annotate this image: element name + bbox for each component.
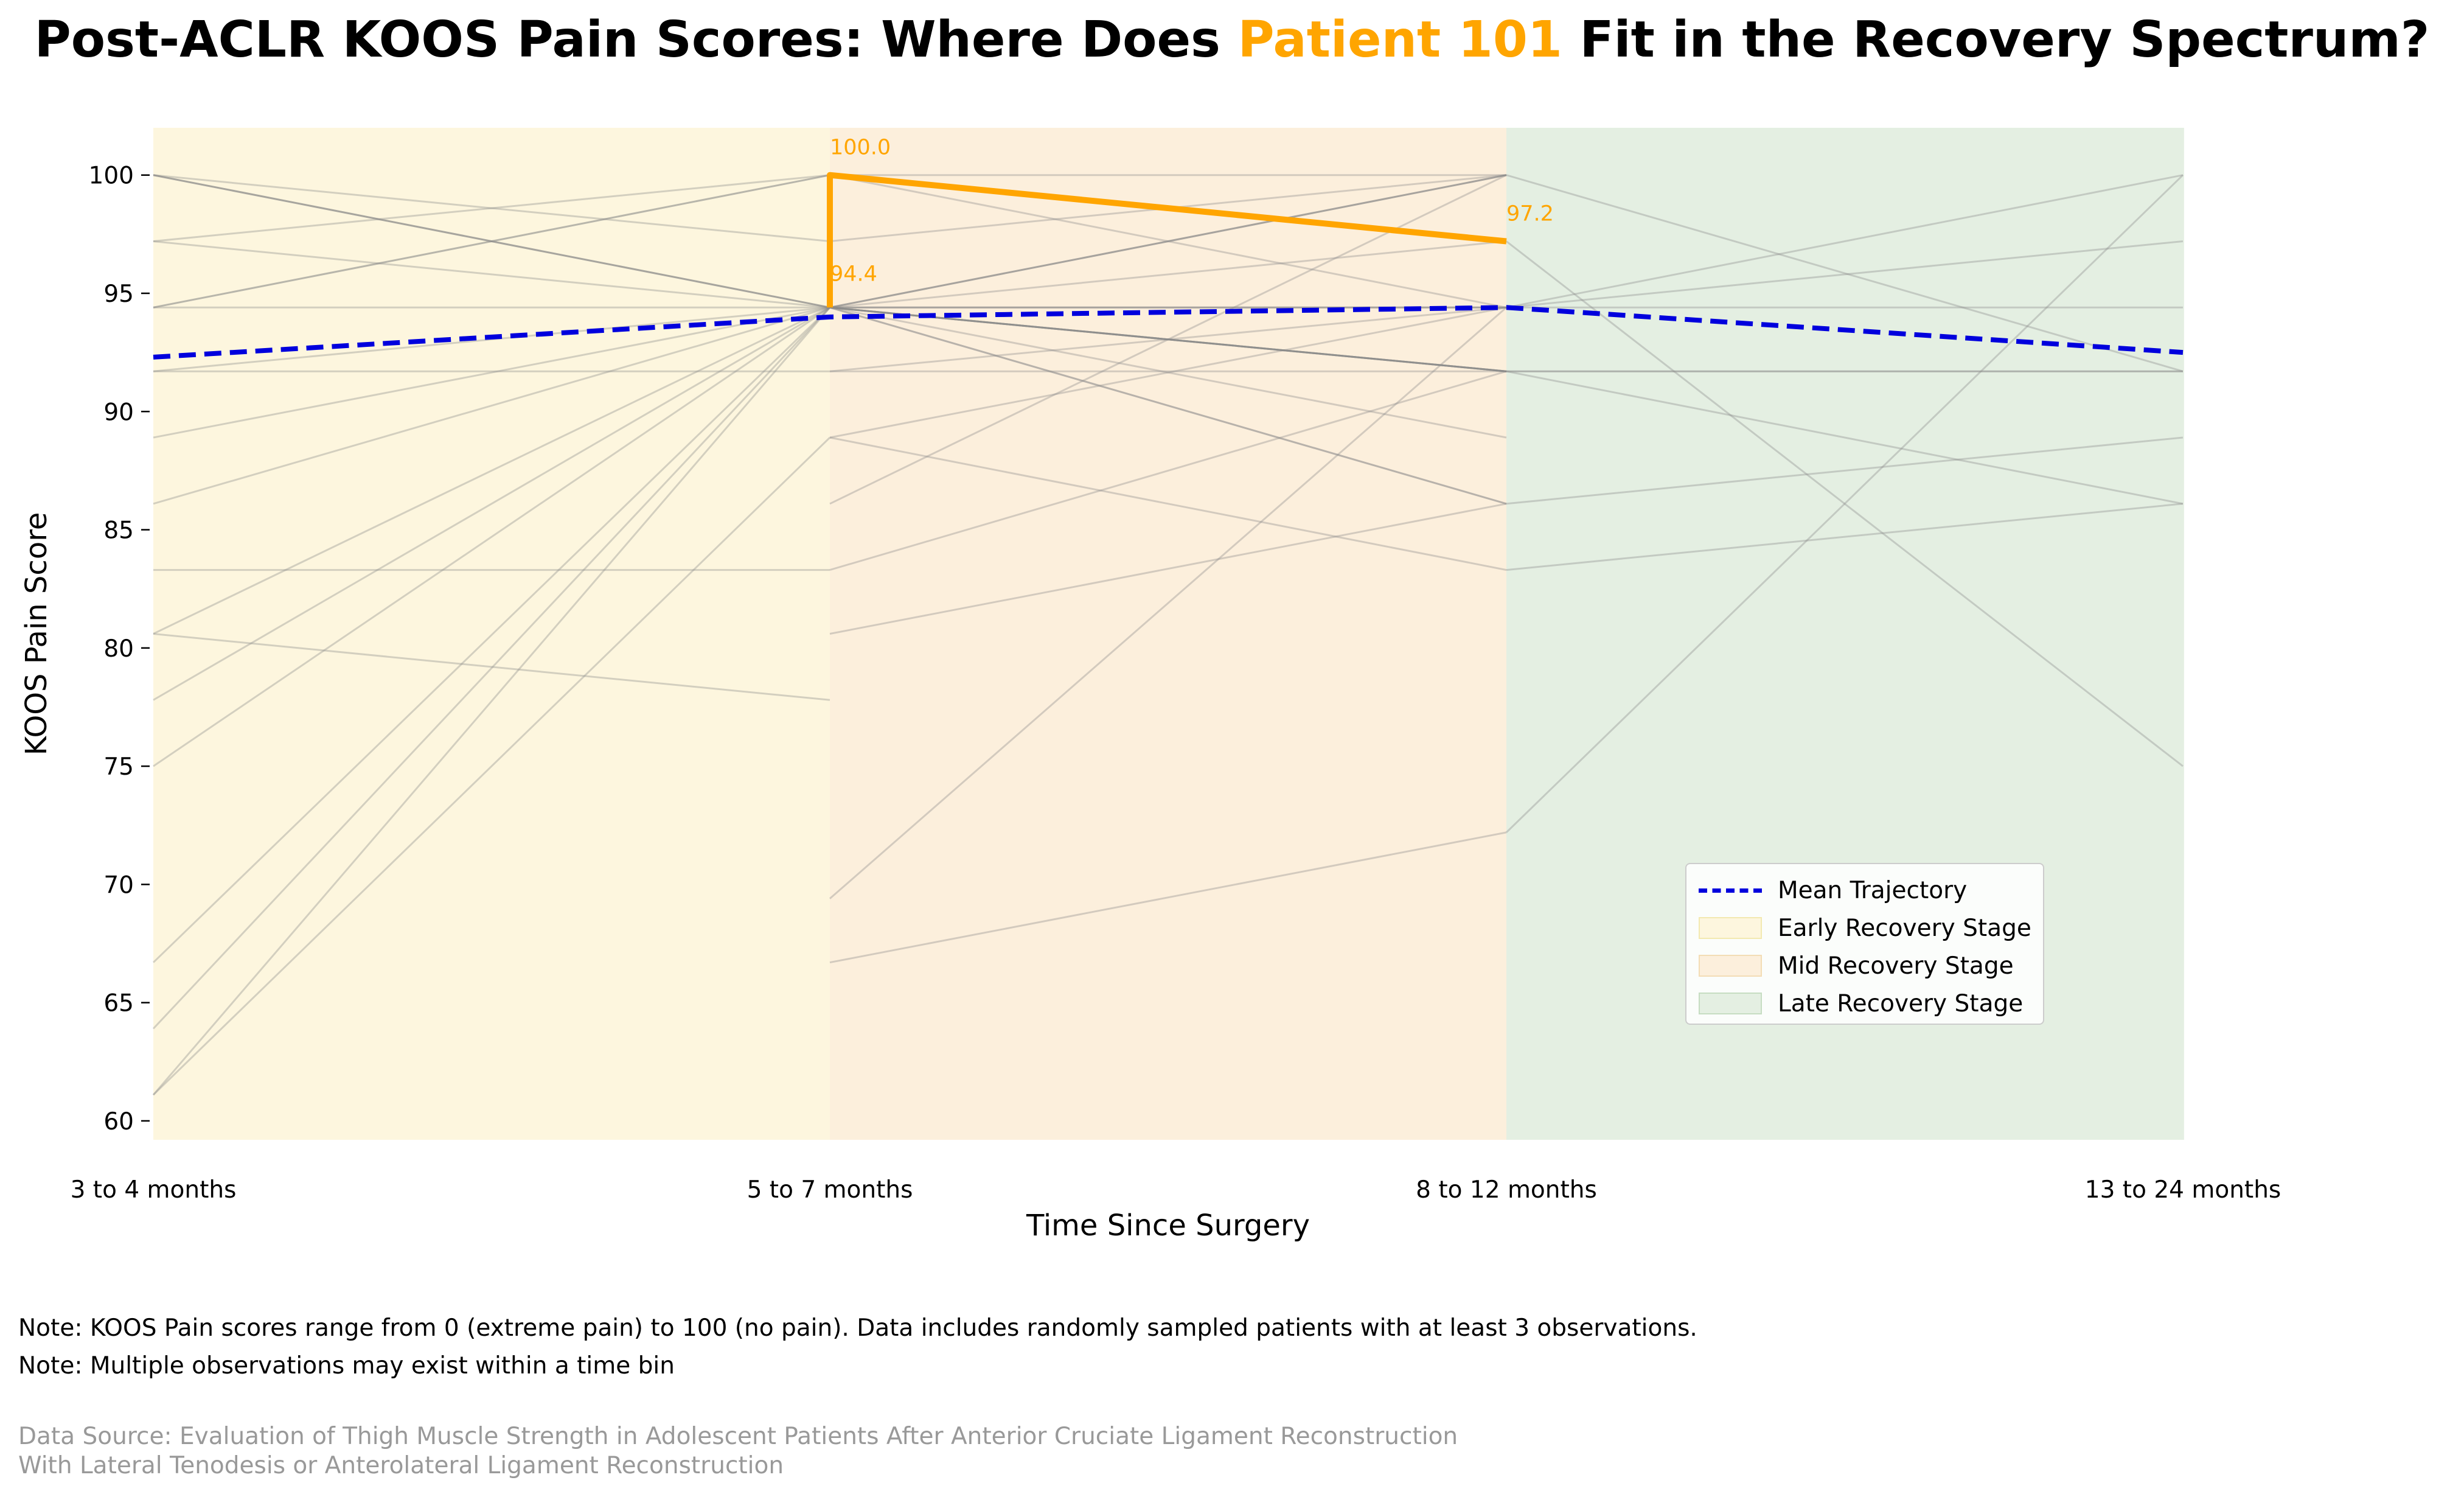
x-tick-label-2: 5 to 7 months <box>747 1176 913 1204</box>
title-highlight: Patient 101 <box>1237 11 1562 69</box>
patient-trajectory-6-segment-2 <box>829 174 1507 309</box>
y-tick-label-75: 75 <box>103 753 134 781</box>
patient-trajectory-25-segment-3 <box>1506 370 2184 505</box>
patient-trajectory-17-segment-1 <box>153 174 830 309</box>
patient-trajectory-30-segment-2 <box>829 307 1507 899</box>
y-tick-label-70: 70 <box>103 871 134 899</box>
patient-trajectory-11-segment-2 <box>829 306 1507 372</box>
stage-band-1 <box>153 128 830 1140</box>
source-line-2: With Lateral Tenodesis or Anterolateral … <box>18 1452 784 1479</box>
patient-trajectory-1-segment-1 <box>153 174 830 309</box>
patient-trajectory-28-segment-2 <box>829 503 1507 635</box>
patient-trajectory-22-segment-1 <box>153 174 830 309</box>
patient-trajectory-11-segment-1 <box>152 307 831 1030</box>
source-line-1: Data Source: Evaluation of Thigh Muscle … <box>18 1423 1458 1450</box>
patient-101-line <box>827 172 1507 308</box>
patient-trajectory-16-segment-1 <box>153 633 830 701</box>
x-tick-label-3: 8 to 12 months <box>1416 1176 1597 1204</box>
patient-trajectory-27-segment-3 <box>1506 240 2184 767</box>
patient-trajectory-9-segment-1 <box>153 307 830 767</box>
patient-trajectory-31-segment-3 <box>1505 174 2184 833</box>
patient-trajectory-18-segment-1 <box>153 174 830 242</box>
patient-trajectory-22-segment-2 <box>829 306 1507 372</box>
patient-trajectory-12-segment-1 <box>152 307 831 1096</box>
patient-trajectory-1-segment-2 <box>829 174 1507 309</box>
patient-101-value-label-3: 97.2 <box>1506 202 1554 226</box>
x-axis-title: Time Since Surgery <box>1026 1209 1310 1243</box>
patient-trajectory-6-segment-1 <box>153 306 830 439</box>
legend-item-mean: Mean Trajectory <box>1699 875 1967 906</box>
y-tick-label-60: 60 <box>103 1108 134 1136</box>
chart-legend: Mean Trajectory Early Recovery Stage Mid… <box>1685 863 2044 1025</box>
note-line-1: Note: KOOS Pain scores range from 0 (ext… <box>18 1314 1697 1342</box>
patient-trajectory-7-segment-1 <box>153 306 830 505</box>
legend-late-swatch <box>1699 993 1762 1014</box>
legend-late-label: Late Recovery Stage <box>1778 989 2024 1017</box>
patient-101-value-label-1: 94.4 <box>830 262 877 286</box>
patient-trajectory-14-segment-2 <box>829 306 1507 372</box>
y-axis-title: KOOS Pain Score <box>19 512 54 756</box>
patient-trajectory-15-segment-2 <box>829 370 1507 571</box>
legend-mid-label: Mid Recovery Stage <box>1778 952 2014 980</box>
y-tick-label-100: 100 <box>89 162 134 190</box>
legend-early-swatch <box>1699 917 1762 939</box>
patient-trajectory-32-segment-3 <box>1506 503 2184 571</box>
y-tick-label-85: 85 <box>103 517 134 545</box>
patient-trajectory-2-segment-2 <box>829 306 1507 372</box>
patient-trajectory-29-segment-3 <box>1506 174 2184 372</box>
stage-band-2 <box>830 128 1506 1140</box>
patient-trajectory-12-segment-2 <box>829 306 1507 439</box>
mean-trajectory-line <box>153 305 2184 360</box>
patient-trajectory-7-segment-2 <box>829 306 1507 372</box>
patient-trajectory-8-segment-1 <box>153 307 830 701</box>
patient-trajectory-5-segment-2 <box>829 306 1507 505</box>
legend-mid-swatch <box>1699 955 1762 977</box>
patient-trajectory-32-segment-2 <box>829 436 1507 571</box>
patient-trajectory-21-segment-2 <box>829 240 1507 309</box>
patient-trajectory-31-segment-2 <box>829 831 1507 964</box>
patient-trajectory-33-segment-2 <box>829 306 1507 372</box>
legend-early-label: Early Recovery Stage <box>1778 914 2031 942</box>
patient-trajectory-10-segment-2 <box>829 306 1507 505</box>
patient-101-value-label-2: 100.0 <box>830 136 891 160</box>
patient-trajectory-8-segment-2 <box>829 174 1507 309</box>
note-line-2: Note: Multiple observations may exist wi… <box>18 1352 675 1380</box>
legend-item-mid: Mid Recovery Stage <box>1699 951 2014 981</box>
chart-plot: 60 65 70 75 80 85 90 95 100 3 to 4 months 5 to 7 m… <box>19 128 2281 1243</box>
patient-trajectory-13-segment-2 <box>829 174 1507 309</box>
patient-trajectory-2-segment-1 <box>153 174 830 309</box>
legend-item-late: Late Recovery Stage <box>1699 988 2023 1019</box>
patient-trajectory-10-segment-1 <box>152 307 831 963</box>
patient-trajectory-19-segment-2 <box>829 306 1507 372</box>
legend-item-early: Early Recovery Stage <box>1699 913 2031 943</box>
x-tick-label-4: 13 to 24 months <box>2085 1176 2281 1204</box>
title-suffix: Fit in the Recovery Spectrum? <box>1562 11 2430 69</box>
y-tick-label-65: 65 <box>103 990 134 1017</box>
y-tick-label-90: 90 <box>103 399 134 426</box>
patient-trajectory-26-segment-3 <box>1506 174 2184 309</box>
patient-trajectory-20-segment-1 <box>152 436 831 1096</box>
title-prefix: Post-ACLR KOOS Pain Scores: Where Does <box>34 11 1238 69</box>
patient-trajectory-28-segment-3 <box>1506 436 2184 505</box>
legend-mean-label: Mean Trajectory <box>1778 876 1968 904</box>
legend-mean-swatch <box>1699 888 1762 893</box>
patient-trajectory-13-segment-1 <box>153 174 830 242</box>
patient-trajectory-30-segment-3 <box>1506 240 2184 309</box>
patient-trajectory-14-segment-1 <box>153 240 830 309</box>
patient-trajectory-3-segment-1 <box>153 174 830 309</box>
chart-title: Post-ACLR KOOS Pain Scores: Where Does P… <box>0 11 2464 69</box>
y-tick-label-80: 80 <box>103 635 134 663</box>
y-tick-label-95: 95 <box>103 281 134 308</box>
patient-trajectory-20-segment-2 <box>829 306 1507 439</box>
x-tick-label-1: 3 to 4 months <box>71 1176 237 1204</box>
patient-trajectory-21-segment-1 <box>153 306 830 635</box>
